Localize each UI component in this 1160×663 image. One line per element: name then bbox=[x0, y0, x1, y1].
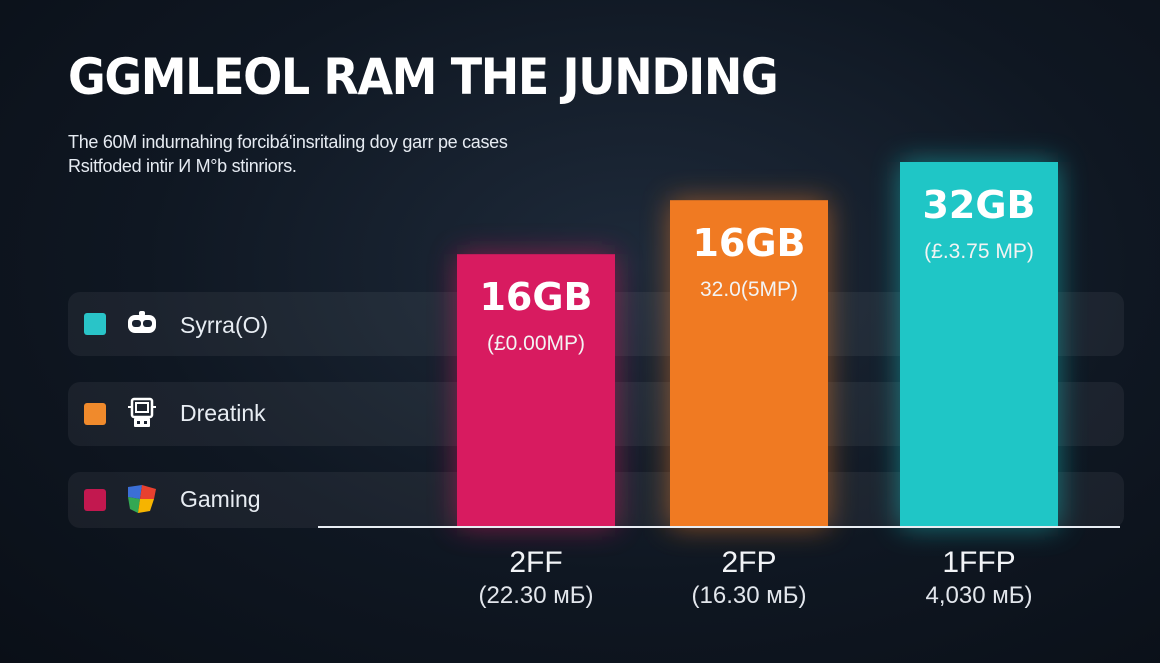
x-tick-label-sub: (16.30 мБ) bbox=[691, 582, 807, 609]
bar bbox=[457, 254, 615, 528]
x-tick-label-name: 2FF bbox=[509, 546, 563, 579]
legend-swatch-syrra bbox=[84, 313, 106, 335]
bar-sub-label: 32.0(5MP) bbox=[700, 278, 798, 301]
legend-label-syrra: Syrra(O) bbox=[180, 312, 269, 338]
x-tick-label-sub: (22.30 мБ) bbox=[478, 582, 594, 609]
chart-subtitle: The 60M indurnahing forcibá'insritaling … bbox=[68, 130, 508, 178]
x-tick-label-name: 2FP bbox=[721, 546, 777, 579]
x-tick-label: 2FF (22.30 мБ) bbox=[436, 545, 636, 611]
bar-value-label: 16GB bbox=[692, 221, 805, 265]
chart-title: GGMLEOL RAM THE JUNDING bbox=[68, 48, 779, 106]
bar-sub-label: (£0.00MP) bbox=[487, 332, 585, 355]
subtitle-line-1: The 60M indurnahing forcibá'insritaling … bbox=[68, 132, 508, 152]
bar bbox=[670, 200, 828, 528]
bar bbox=[900, 162, 1058, 527]
x-tick-label-name: 1FFP bbox=[942, 546, 1016, 579]
vr-headset-icon bbox=[128, 311, 156, 333]
x-tick-label: 1FFP 4,030 мБ) bbox=[879, 545, 1079, 611]
x-tick-label-sub: 4,030 мБ) bbox=[925, 582, 1033, 609]
bar-sub-label: (£.3.75 MP) bbox=[924, 240, 1034, 263]
legend-swatch-gaming bbox=[84, 489, 106, 511]
legend-label-dreatink: Dreatink bbox=[180, 400, 266, 426]
x-tick-label: 2FP (16.30 мБ) bbox=[649, 545, 849, 611]
subtitle-line-2: Rsitfoded intir И M°b stinriors. bbox=[68, 156, 297, 176]
legend-label-gaming: Gaming bbox=[180, 486, 261, 512]
bar-value-label: 16GB bbox=[479, 275, 592, 319]
legend-swatch-dreatink bbox=[84, 403, 106, 425]
robot-icon bbox=[128, 397, 156, 427]
game-logo-icon bbox=[128, 485, 156, 513]
bar-value-label: 32GB bbox=[922, 183, 1035, 227]
